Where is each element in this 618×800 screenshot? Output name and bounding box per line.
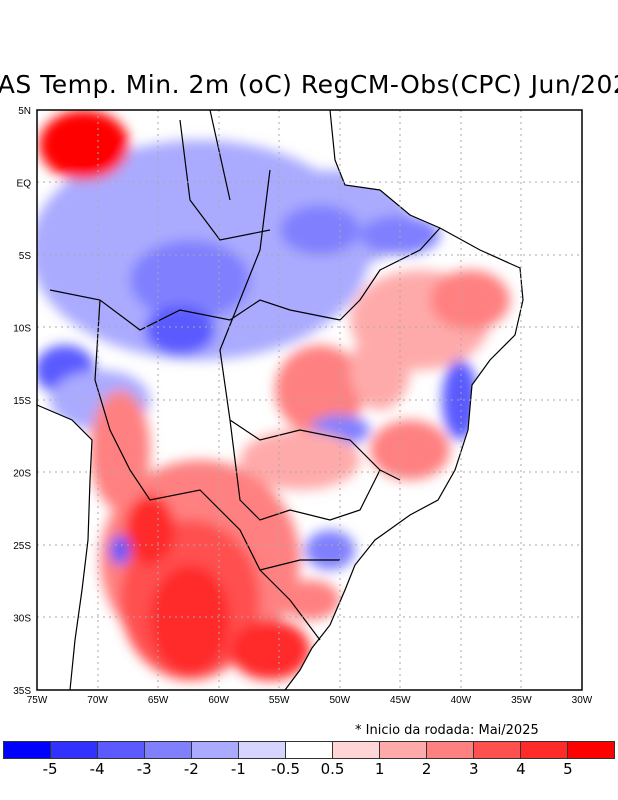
- lon-tick-label: 75W: [27, 695, 48, 706]
- colorbar-label: -0.5: [270, 760, 301, 778]
- colorbar-swatch: [568, 742, 614, 758]
- colorbar-label: 1: [374, 760, 385, 778]
- colorbar-swatch: [286, 742, 333, 758]
- colorbar-swatch: [51, 742, 98, 758]
- lon-tick-label: 55W: [269, 695, 290, 706]
- lat-tick-label: 5S: [19, 251, 32, 262]
- lon-tick-label: 35W: [511, 695, 532, 706]
- colorbar: [3, 741, 615, 759]
- colorbar-label: -4: [89, 760, 105, 778]
- colorbar-swatch: [4, 742, 51, 758]
- colorbar-swatch: [239, 742, 286, 758]
- lon-tick-label: 60W: [208, 695, 229, 706]
- colorbar-swatch: [380, 742, 427, 758]
- colorbar-swatch: [521, 742, 568, 758]
- lon-tick-label: 30W: [572, 695, 593, 706]
- colorbar-label: -2: [183, 760, 199, 778]
- lat-tick-label: EQ: [17, 179, 32, 190]
- colorbar-labels: -5 -4 -3 -2 -1 -0.5 0.5 1 2 3 4 5: [0, 760, 618, 780]
- map-title: BIAS Temp. Min. 2m (oC) RegCM-Obs(CPC) J…: [0, 70, 618, 99]
- lon-tick-label: 50W: [329, 695, 350, 706]
- lat-tick-label: 10S: [13, 324, 31, 335]
- lat-tick-label: 30S: [13, 614, 31, 625]
- colorbar-swatch: [192, 742, 239, 758]
- colorbar-swatch: [98, 742, 145, 758]
- colorbar-label: 2: [421, 760, 432, 778]
- lat-tick-label: 35S: [13, 686, 31, 697]
- colorbar-label: 3: [468, 760, 479, 778]
- colorbar-label: -3: [136, 760, 152, 778]
- lon-tick-label: 45W: [390, 695, 411, 706]
- colorbar-label: -1: [230, 760, 246, 778]
- run-start-note: * Inicio da rodada: Mai/2025: [355, 723, 539, 738]
- map-frame: [36, 109, 583, 691]
- lat-tick-label: 5N: [18, 106, 31, 117]
- colorbar-label: 5: [563, 760, 573, 778]
- lat-tick-label: 15S: [13, 396, 31, 407]
- gridlines: [37, 110, 582, 690]
- colorbar-label: 0.5: [320, 760, 345, 778]
- colorbar-swatch: [474, 742, 521, 758]
- colorbar-swatch: [427, 742, 474, 758]
- colorbar-label: 4: [516, 760, 526, 778]
- political-borders: [36, 109, 524, 691]
- colorbar-label: -5: [42, 760, 58, 778]
- lon-tick-label: 65W: [148, 695, 169, 706]
- colorbar-swatch: [145, 742, 192, 758]
- lon-tick-label: 70W: [87, 695, 108, 706]
- lon-tick-label: 40W: [451, 695, 472, 706]
- lat-tick-label: 20S: [13, 469, 31, 480]
- lat-tick-label: 25S: [13, 541, 31, 552]
- colorbar-swatch: [333, 742, 380, 758]
- bias-field: [37, 110, 523, 690]
